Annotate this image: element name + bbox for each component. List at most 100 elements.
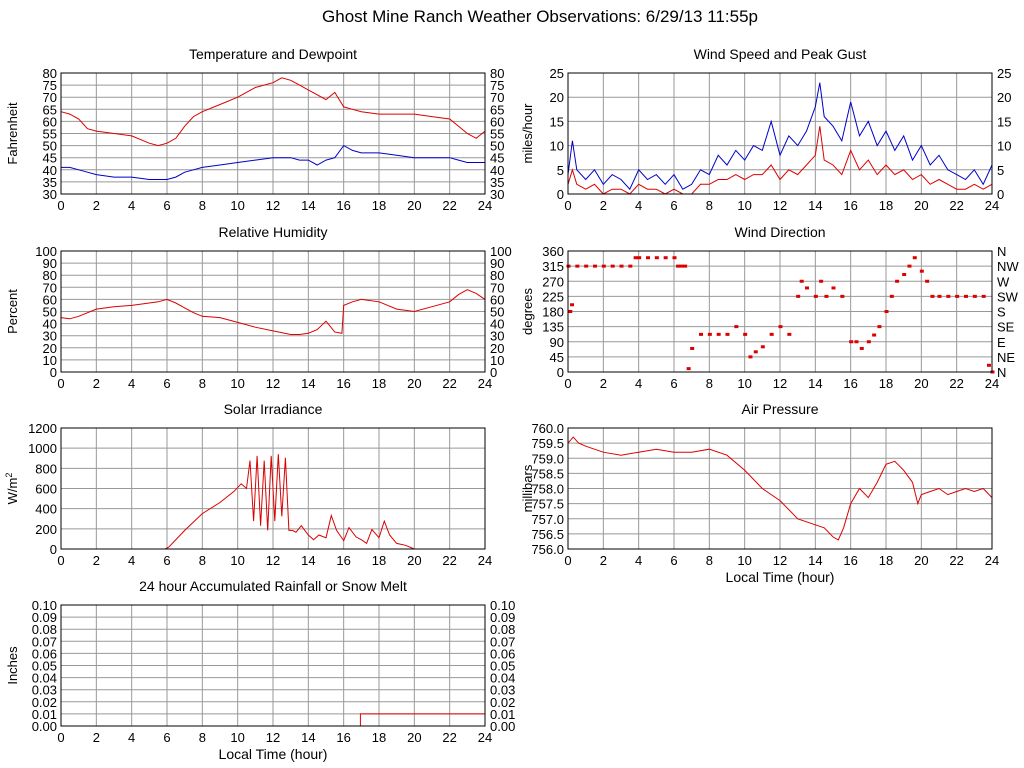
humidity-title: Relative Humidity — [219, 224, 328, 240]
wind-title: Wind Speed and Peak Gust — [694, 46, 867, 62]
pressure-xtick-label: 8 — [706, 553, 713, 568]
direction-right-tick-label: SW — [997, 289, 1019, 304]
humidity-right-tick-label: 70 — [490, 280, 504, 295]
rain-ytick-label: 0.06 — [32, 646, 57, 661]
direction-point — [699, 332, 703, 336]
direction-point — [872, 333, 877, 337]
humidity-xtick-label: 6 — [163, 376, 170, 391]
pressure-frame — [567, 427, 993, 550]
wind-ylabel: miles/hour — [520, 103, 535, 164]
wind-series-1-line — [567, 126, 993, 195]
solar-xtick-label: 10 — [230, 553, 244, 568]
temp-right-tick-label: 55 — [490, 127, 504, 142]
direction-xtick-label: 16 — [843, 376, 857, 391]
temp-xtick-label: 22 — [442, 198, 456, 213]
humidity-ytick-label: 10 — [43, 353, 57, 368]
direction-ytick-label: 225 — [542, 289, 564, 304]
rain-right-tick-label: 0.03 — [490, 683, 515, 698]
direction-xtick-label: 4 — [635, 376, 642, 391]
wind-xtick-label: 14 — [808, 198, 822, 213]
pressure-xtick-label: 24 — [985, 553, 999, 568]
solar-ytick-label: 0 — [50, 542, 57, 557]
rain-xtick-label: 22 — [442, 730, 456, 745]
humidity-xtick-label: 12 — [266, 376, 280, 391]
temp-ytick-label: 40 — [43, 163, 57, 178]
temp-right-tick-label: 30 — [490, 187, 504, 202]
temp-ytick-label: 35 — [43, 175, 57, 190]
pressure-ytick-label: 759.0 — [531, 451, 564, 466]
solar-title: Solar Irradiance — [224, 401, 323, 417]
rain-xtick-label: 8 — [199, 730, 206, 745]
direction-xtick-label: 2 — [600, 376, 607, 391]
direction-right-tick-label: E — [997, 335, 1006, 350]
rain-ytick-label: 0.05 — [32, 659, 57, 674]
temp-title: Temperature and Dewpoint — [189, 46, 357, 62]
wind-xtick-label: 16 — [843, 198, 857, 213]
direction-point — [637, 256, 642, 260]
humidity-right-tick-label: 40 — [490, 317, 504, 332]
direction-point — [663, 256, 668, 260]
direction-point — [584, 264, 589, 268]
humidity-xtick-label: 8 — [199, 376, 206, 391]
direction-point — [799, 279, 804, 283]
direction-xtick-label: 18 — [879, 376, 893, 391]
direction-point — [769, 332, 774, 336]
rain-ylabel: Inches — [5, 646, 20, 685]
solar-xtick-label: 0 — [57, 553, 64, 568]
wind-right-tick-label: 15 — [997, 114, 1011, 129]
rain-xtick-label: 6 — [163, 730, 170, 745]
direction-point — [593, 264, 597, 268]
temp-right-tick-label: 60 — [490, 114, 504, 129]
pressure-xtick-label: 22 — [949, 553, 963, 568]
solar-xtick-label: 24 — [478, 553, 492, 568]
rain-right-tick-label: 0.10 — [490, 598, 515, 613]
direction-point — [986, 363, 991, 367]
temp-right-tick-label: 80 — [490, 66, 504, 81]
direction-point — [716, 332, 721, 336]
direction-point — [760, 345, 765, 349]
direction-point — [955, 294, 960, 298]
rain-xtick-label: 20 — [407, 730, 421, 745]
humidity-ytick-label: 90 — [43, 256, 57, 271]
wind-xtick-label: 20 — [914, 198, 928, 213]
temp-ytick-label: 50 — [43, 139, 57, 154]
temp-xtick-label: 0 — [57, 198, 64, 213]
temp-xtick-label: 8 — [199, 198, 206, 213]
temp-series-0-line — [60, 77, 486, 147]
humidity-xtick-label: 10 — [230, 376, 244, 391]
direction-point — [568, 310, 573, 313]
direction-xtick-label: 14 — [808, 376, 822, 391]
temp-ytick-label: 75 — [43, 78, 57, 93]
rain-right-tick-label: 0.05 — [490, 659, 515, 674]
direction-point — [964, 294, 968, 298]
humidity-frame — [60, 250, 486, 373]
temp-xtick-label: 18 — [372, 198, 386, 213]
pressure-xtick-label: 6 — [670, 553, 677, 568]
direction-point — [601, 264, 606, 268]
temp-series-1-line — [61, 144, 485, 180]
direction-point — [743, 332, 748, 336]
direction-point — [831, 286, 836, 290]
direction-point — [854, 340, 859, 344]
direction-point — [946, 294, 951, 298]
rain-xtick-label: 12 — [266, 730, 280, 745]
solar-xtick-label: 22 — [442, 553, 456, 568]
pressure-xtick-label: 10 — [737, 553, 751, 568]
direction-xtick-label: 12 — [773, 376, 787, 391]
direction-point — [819, 279, 824, 283]
rain-right-tick-label: 0.00 — [490, 719, 515, 734]
pressure-ytick-label: 758.5 — [531, 466, 564, 481]
direction-right-tick-label: W — [997, 274, 1010, 289]
direction-point — [628, 264, 633, 268]
direction-point — [930, 294, 935, 298]
rain-xtick-label: 10 — [230, 730, 244, 745]
rain-xtick-label: 4 — [128, 730, 135, 745]
direction-right-tick-label: N — [997, 365, 1006, 380]
direction-ytick-label: 180 — [542, 305, 564, 320]
direction-point — [679, 264, 684, 268]
direction-point — [813, 294, 818, 298]
direction-point — [676, 264, 681, 268]
